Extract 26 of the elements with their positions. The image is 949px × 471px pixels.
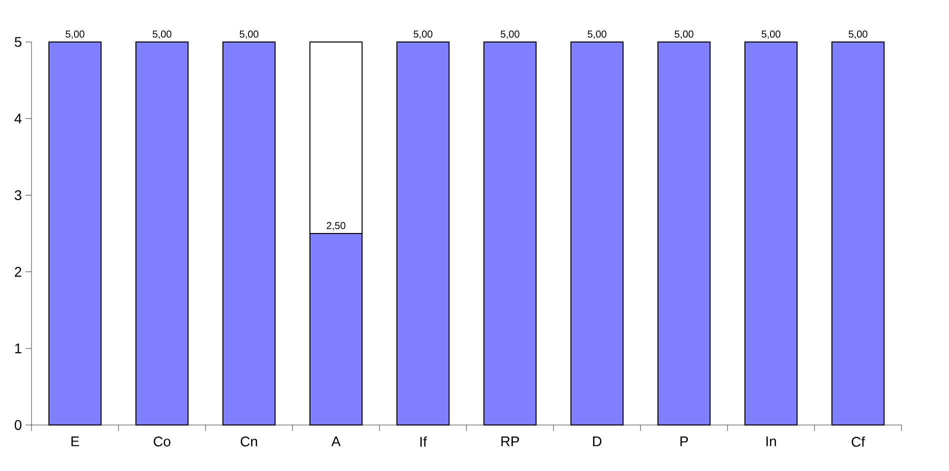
- data-label: 5,00: [500, 30, 520, 39]
- data-label: 5,00: [588, 30, 606, 39]
- y-tick-label: 5: [14, 37, 22, 47]
- x-tick-label: Cn: [240, 436, 258, 446]
- data-label: 5,00: [66, 30, 84, 39]
- x-tick-label: If: [420, 436, 427, 447]
- data-label: 5,00: [240, 30, 258, 39]
- data-label: 5,00: [152, 30, 172, 39]
- y-tick-label: 2: [14, 266, 22, 277]
- data-label: 5,00: [674, 30, 694, 39]
- x-tick-label: A: [331, 436, 341, 446]
- data-label: 5,00: [848, 30, 868, 39]
- x-tick-label: Cf: [852, 436, 866, 447]
- y-tick-label: 0: [14, 420, 22, 430]
- x-tick-label: E: [71, 436, 80, 446]
- data-label: 5,00: [762, 30, 780, 39]
- y-tick-label: 4: [14, 114, 22, 124]
- x-tick-label: RP: [501, 436, 519, 446]
- x-tick-label: D: [593, 436, 602, 446]
- y-tick-label: 3: [14, 190, 22, 200]
- x-tick-label: Co: [154, 436, 170, 446]
- data-label: 5,00: [414, 30, 432, 39]
- x-tick-label: P: [680, 436, 688, 446]
- x-tick-label: In: [766, 436, 776, 446]
- data-label: 2,50: [326, 222, 346, 230]
- y-tick-label: 1: [15, 344, 22, 354]
